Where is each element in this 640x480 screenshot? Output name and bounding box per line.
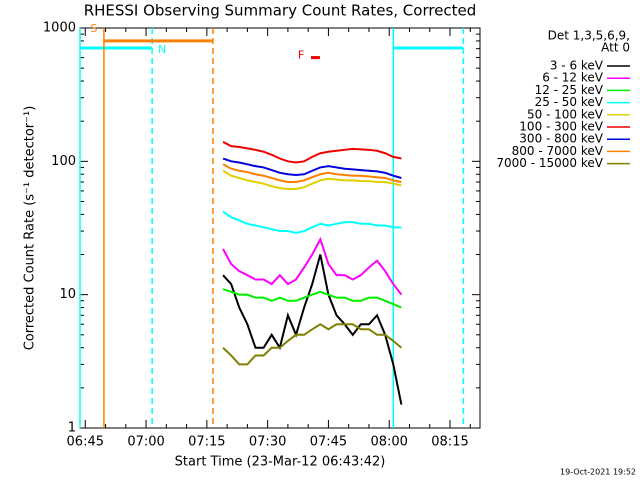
interval-label: F bbox=[298, 49, 304, 62]
chart-title: RHESSI Observing Summary Count Rates, Co… bbox=[84, 2, 477, 20]
x-tick-label: 08:15 bbox=[431, 435, 468, 450]
x-tick-label: 07:15 bbox=[188, 435, 225, 450]
x-axis-title: Start Time (23-Mar-12 06:43:42) bbox=[175, 455, 386, 470]
x-tick-label: 07:45 bbox=[310, 435, 347, 450]
x-tick-label: 07:00 bbox=[127, 435, 164, 450]
y-tick-label: 1 bbox=[68, 421, 76, 436]
y-tick-label: 100 bbox=[51, 154, 76, 169]
legend-label: 6 - 12 keV bbox=[542, 71, 604, 85]
x-tick-label: 07:30 bbox=[249, 435, 286, 450]
legend-label: 25 - 50 keV bbox=[535, 95, 604, 109]
legend-label: 12 - 25 keV bbox=[535, 83, 604, 97]
legend-label: 800 - 7000 keV bbox=[512, 144, 604, 158]
series-line bbox=[222, 210, 402, 235]
series-line bbox=[222, 323, 403, 366]
series-line bbox=[222, 157, 402, 179]
legend-label: 300 - 800 keV bbox=[519, 132, 603, 146]
legend-label: 3 - 6 keV bbox=[550, 59, 604, 73]
x-tick-label: 08:00 bbox=[370, 435, 407, 450]
legend-label: 7000 - 15000 keV bbox=[496, 156, 603, 170]
legend-title: Det 1,3,5,6,9, bbox=[548, 29, 630, 43]
x-tick-label: 06:45 bbox=[67, 435, 104, 450]
interval-label: S bbox=[90, 22, 97, 35]
series-line bbox=[222, 169, 402, 191]
interval-label: N bbox=[158, 43, 166, 56]
series-line bbox=[222, 236, 403, 296]
series-line bbox=[222, 288, 402, 309]
series-line bbox=[222, 163, 402, 183]
series-line bbox=[222, 254, 403, 405]
y-tick-label: 1000 bbox=[43, 21, 76, 36]
legend-label: 50 - 100 keV bbox=[527, 107, 604, 121]
legend-label: 100 - 300 keV bbox=[519, 120, 603, 134]
legend-title: Att 0 bbox=[601, 41, 630, 55]
y-tick-label: 10 bbox=[59, 287, 76, 302]
y-axis-title: Corrected Count Rate (s⁻¹ detector⁻¹) bbox=[23, 106, 38, 351]
series-line bbox=[222, 140, 402, 164]
footer: 19-Oct-2021 19:52 bbox=[560, 468, 636, 477]
